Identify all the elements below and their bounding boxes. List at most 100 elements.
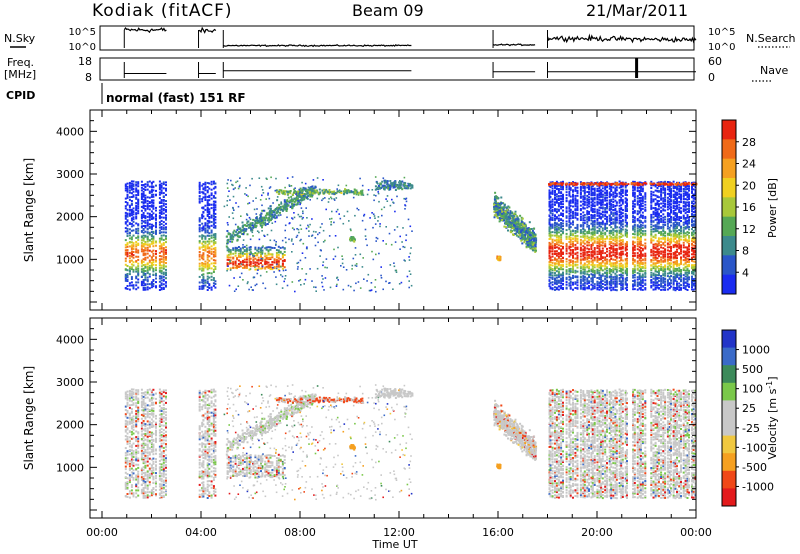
scatter-pixel	[511, 230, 514, 233]
scatter-pixel	[600, 285, 603, 288]
scatter-pixel	[204, 260, 207, 263]
scatter-pixel	[277, 253, 280, 256]
scatter-pixel	[588, 210, 590, 213]
scatter-pixel	[615, 242, 618, 244]
scatter-pixel	[400, 281, 403, 284]
scatter-pixel	[152, 189, 155, 192]
scatter-pixel	[606, 216, 608, 218]
scatter-pixel	[142, 195, 145, 198]
scatter-pixel	[560, 233, 563, 236]
scatter-pixel	[620, 273, 623, 276]
scatter-pixel	[275, 260, 278, 262]
scatter-pixel	[496, 196, 499, 199]
scatter-pixel	[569, 226, 572, 229]
scatter-pixel	[601, 213, 604, 216]
scatter-pixel	[604, 214, 607, 217]
scatter-pixel	[126, 193, 129, 196]
scatter-pixel	[204, 265, 207, 267]
scatter-pixel	[579, 243, 582, 246]
scatter-pixel	[604, 271, 607, 274]
scatter-pixel	[598, 227, 601, 230]
scatter-pixel	[394, 189, 397, 191]
scatter-pixel	[582, 286, 585, 289]
scatter-pixel	[604, 243, 607, 246]
scatter-pixel	[598, 276, 601, 279]
scatter-pixel	[610, 273, 613, 276]
scatter-pixel	[150, 281, 153, 284]
scatter-pixel	[493, 216, 496, 219]
scatter-pixel	[233, 290, 236, 292]
scatter-pixel	[293, 212, 295, 214]
scatter-pixel	[305, 189, 308, 192]
scatter-pixel	[608, 243, 611, 246]
scatter-pixel	[522, 227, 525, 230]
scatter-pixel	[583, 270, 586, 273]
scatter-pixel	[620, 280, 623, 283]
scatter-pixel	[551, 210, 554, 213]
scatter-pixel	[549, 227, 552, 230]
scatter-pixel	[596, 212, 599, 215]
scatter-pixel	[212, 196, 215, 199]
scatter-pixel	[148, 218, 151, 221]
scatter-pixel	[246, 282, 249, 285]
scatter-pixel	[212, 239, 215, 242]
scatter-pixel	[582, 265, 585, 268]
scatter-pixel	[253, 223, 256, 226]
scatter-pixel	[256, 272, 259, 275]
series-line	[198, 26, 217, 34]
scatter-pixel	[242, 224, 245, 227]
scatter-pixel	[342, 190, 345, 193]
scatter-pixel	[245, 250, 248, 253]
scatter-pixel	[572, 262, 574, 265]
scatter-pixel	[128, 206, 131, 209]
scatter-pixel	[499, 256, 502, 258]
scatter-pixel	[586, 254, 589, 257]
scatter-pixel	[604, 287, 607, 290]
scatter-pixel	[146, 204, 149, 207]
scatter-pixel	[295, 236, 298, 238]
scatter-pixel	[601, 269, 604, 272]
scatter-pixel	[126, 278, 129, 281]
scatter-pixel	[160, 282, 163, 285]
scatter-pixel	[132, 245, 135, 248]
scatter-pixel	[124, 187, 127, 190]
scatter-pixel	[267, 249, 270, 252]
scatter-pixel	[208, 287, 211, 289]
scatter-pixel	[372, 226, 374, 229]
scatter-pixel	[507, 205, 510, 208]
scatter-pixel	[593, 274, 596, 276]
scatter-pixel	[555, 232, 558, 235]
scatter-pixel	[504, 222, 507, 225]
scatter-pixel	[327, 201, 330, 203]
scatter-pixel	[614, 195, 617, 198]
scatter-pixel	[152, 242, 155, 245]
scatter-pixel	[529, 234, 532, 237]
scatter-pixel	[160, 275, 163, 278]
scatter-pixel	[593, 193, 596, 196]
scatter-pixel	[515, 232, 518, 235]
scatter-pixel	[596, 221, 599, 224]
scatter-pixel	[579, 208, 582, 210]
scatter-pixel	[574, 186, 577, 189]
scatter-pixel	[206, 289, 209, 291]
scatter-pixel	[126, 273, 129, 275]
scatter-pixel	[245, 256, 248, 259]
scatter-pixel	[367, 189, 370, 191]
scatter-pixel	[505, 207, 508, 210]
scatter-pixel	[142, 231, 145, 234]
scatter-pixel	[516, 231, 518, 234]
scatter-pixel	[601, 221, 604, 224]
scatter-pixel	[124, 287, 127, 289]
scatter-pixel	[524, 231, 527, 234]
scatter-pixel	[618, 263, 621, 266]
scatter-pixel	[598, 237, 601, 240]
scatter-pixel	[601, 236, 604, 239]
scatter-pixel	[555, 252, 558, 255]
scatter-pixel	[614, 265, 617, 268]
scatter-pixel	[600, 225, 603, 228]
scatter-pixel	[519, 222, 522, 225]
scatter-pixel	[273, 247, 276, 249]
scatter-pixel	[582, 271, 585, 274]
scatter-pixel	[249, 222, 252, 225]
scatter-pixel	[142, 264, 145, 267]
